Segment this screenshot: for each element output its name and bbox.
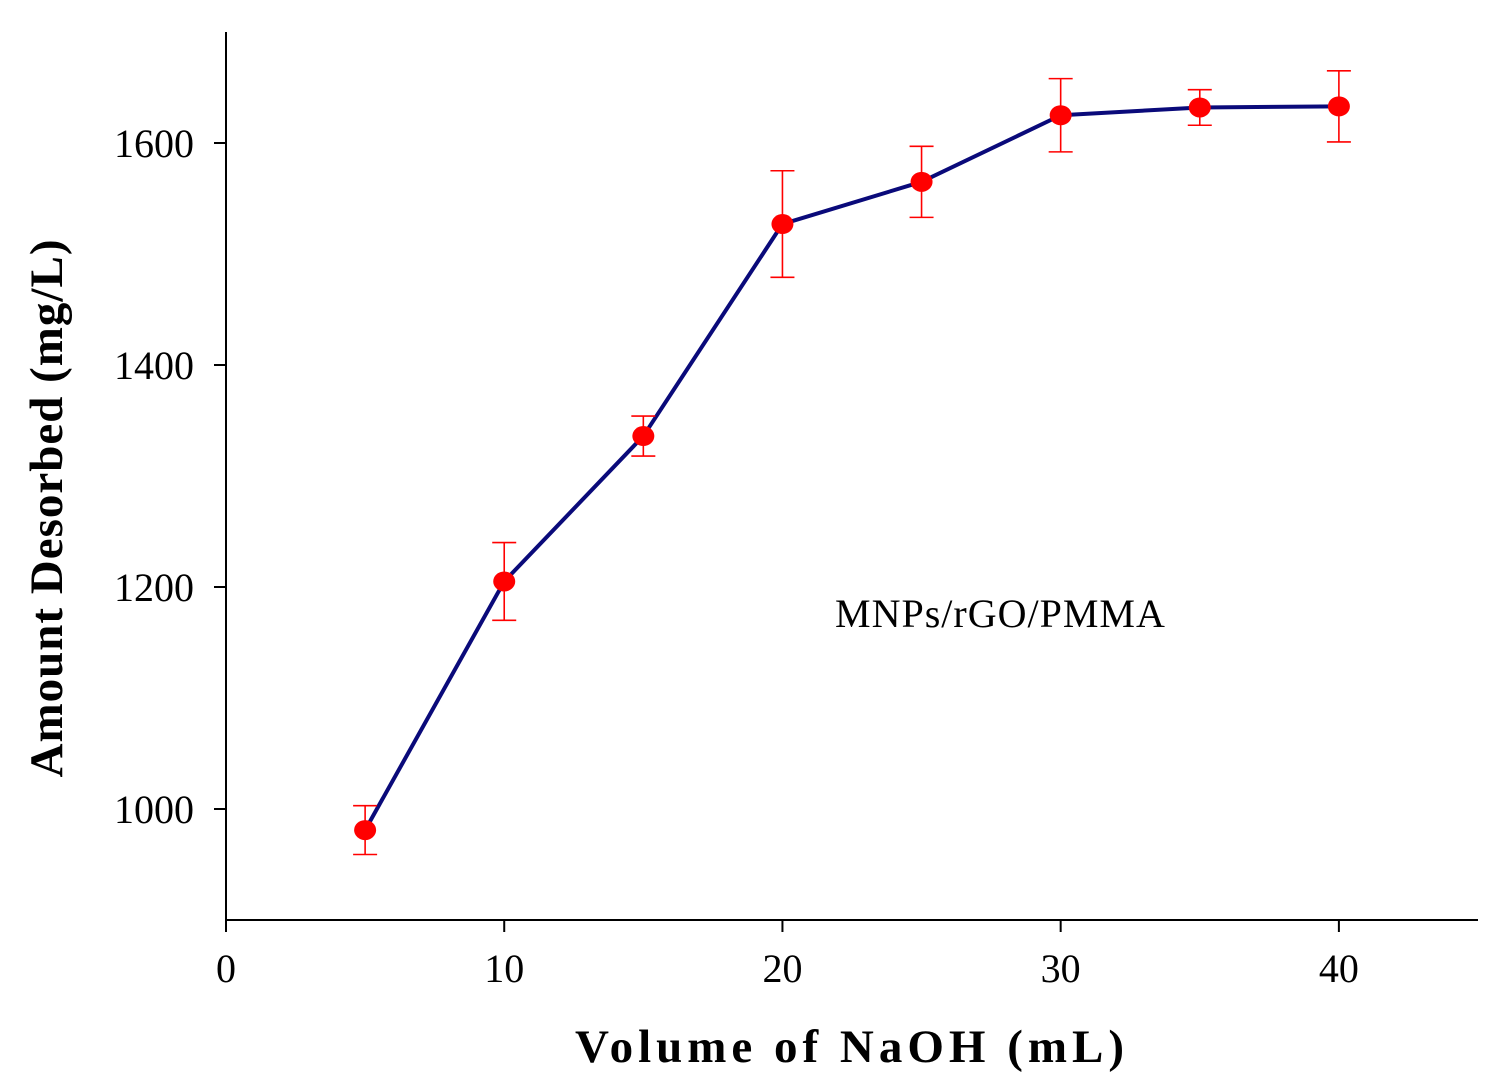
data-point	[771, 214, 794, 235]
ticks: 0 10 20 30 40 1000 1200 1400 1600	[114, 121, 1359, 991]
data-point	[910, 171, 933, 192]
series-line	[363, 104, 1339, 832]
x-tick-label: 20	[762, 946, 802, 991]
x-tick-label: 30	[1041, 946, 1081, 991]
y-tick-label: 1200	[114, 565, 194, 610]
data-point	[1327, 96, 1350, 117]
plot-area	[353, 70, 1351, 856]
x-tick-label: 10	[484, 946, 524, 991]
axes	[225, 32, 1478, 921]
data-point	[1188, 97, 1211, 118]
data-point	[1049, 105, 1072, 126]
y-tick-label: 1000	[114, 787, 194, 832]
data-point	[354, 820, 377, 841]
y-tick-label: 1600	[114, 121, 194, 166]
data-point	[493, 571, 516, 592]
y-tick-label: 1400	[114, 343, 194, 388]
series-annotation: MNPs/rGO/PMMA	[835, 591, 1166, 636]
y-axis-title: Amount Desorbed (mg/L)	[21, 239, 73, 778]
x-axis-title: Volume of NaOH (mL)	[575, 1021, 1129, 1073]
x-tick-label: 0	[216, 946, 236, 991]
x-tick-label: 40	[1319, 946, 1359, 991]
data-point	[632, 426, 655, 447]
